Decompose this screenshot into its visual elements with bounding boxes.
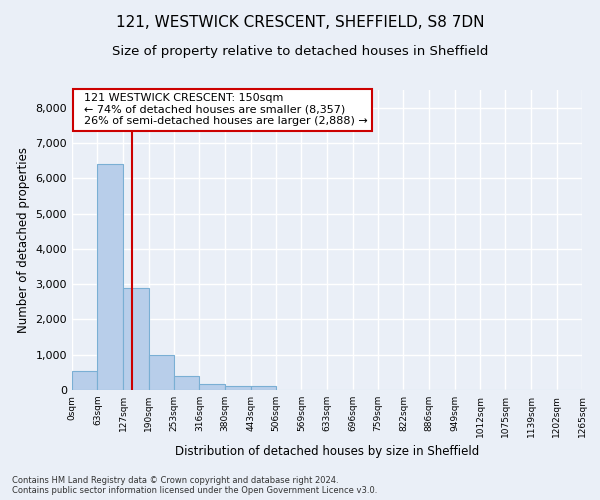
Text: Size of property relative to detached houses in Sheffield: Size of property relative to detached ho…	[112, 45, 488, 58]
Bar	[72, 370, 97, 390]
X-axis label: Distribution of detached houses by size in Sheffield: Distribution of detached houses by size …	[175, 446, 479, 458]
Bar	[251, 386, 276, 390]
Bar	[149, 354, 174, 390]
Bar	[174, 376, 199, 390]
Text: 121 WESTWICK CRESCENT: 150sqm
  ← 74% of detached houses are smaller (8,357)
  2: 121 WESTWICK CRESCENT: 150sqm ← 74% of d…	[77, 93, 368, 126]
Bar	[199, 384, 225, 390]
Bar	[123, 288, 149, 390]
Y-axis label: Number of detached properties: Number of detached properties	[17, 147, 30, 333]
Bar	[225, 386, 251, 390]
Bar	[97, 164, 123, 390]
Text: Contains HM Land Registry data © Crown copyright and database right 2024.
Contai: Contains HM Land Registry data © Crown c…	[12, 476, 377, 495]
Text: 121, WESTWICK CRESCENT, SHEFFIELD, S8 7DN: 121, WESTWICK CRESCENT, SHEFFIELD, S8 7D…	[116, 15, 484, 30]
